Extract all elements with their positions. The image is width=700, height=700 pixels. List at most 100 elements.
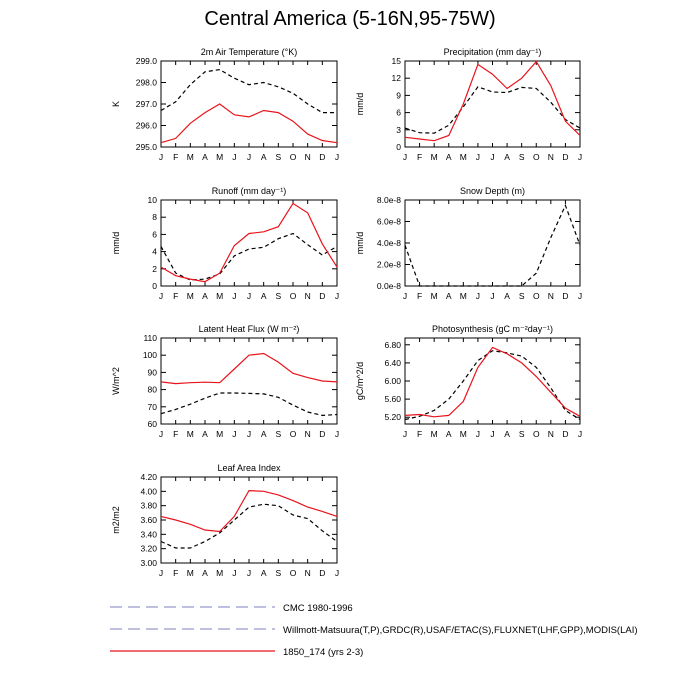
legend-label-2: Willmott-Matsuura(T,P),GRDC(R),USAF/ETAC… xyxy=(283,625,638,636)
x-tick-label: M xyxy=(216,568,223,578)
x-tick-label: D xyxy=(562,291,568,301)
obs-series-line xyxy=(160,503,338,549)
x-tick-label: N xyxy=(548,152,554,162)
x-tick-label: S xyxy=(275,291,281,301)
y-axis-label: m2/m2 xyxy=(111,506,121,534)
x-tick-label: O xyxy=(290,568,297,578)
obs-series-line xyxy=(160,232,338,281)
panel-title: 2m Air Temperature (°K) xyxy=(201,47,297,57)
plot-frame xyxy=(404,199,581,287)
plot-frame xyxy=(160,337,338,425)
x-tick-label: M xyxy=(216,429,223,439)
panel-title: Runoff (mm day⁻¹) xyxy=(212,186,287,196)
x-tick-label: N xyxy=(548,429,554,439)
x-tick-label: F xyxy=(417,152,422,162)
x-tick-label: A xyxy=(202,429,208,439)
y-tick-label: 3.00 xyxy=(140,558,157,568)
x-tick-label: S xyxy=(275,152,281,162)
x-tick-label: D xyxy=(562,429,568,439)
x-tick-label: S xyxy=(275,568,281,578)
x-tick-label: J xyxy=(476,291,480,301)
obs-series-line xyxy=(404,350,581,421)
plot-frame xyxy=(160,476,338,564)
x-tick-label: D xyxy=(562,152,568,162)
x-tick-label: S xyxy=(275,429,281,439)
x-tick-label: M xyxy=(187,429,194,439)
y-tick-label: 6.40 xyxy=(384,358,401,368)
panel-title: Latent Heat Flux (W m⁻²) xyxy=(199,324,300,334)
x-tick-label: A xyxy=(202,568,208,578)
x-tick-label: A xyxy=(446,152,452,162)
x-tick-label: F xyxy=(173,291,178,301)
y-tick-label: 12 xyxy=(392,73,402,83)
y-tick-label: 60 xyxy=(148,419,158,429)
obs-series-line xyxy=(160,392,338,417)
x-tick-label: N xyxy=(305,291,311,301)
y-tick-label: 6.80 xyxy=(384,340,401,350)
model-series-line xyxy=(404,60,581,142)
x-tick-label: J xyxy=(335,568,339,578)
legend: CMC 1980-1996 Willmott-Matsuura(T,P),GRDC… xyxy=(110,603,638,658)
panel-6: Photosynthesis (gC m⁻²day⁻¹) gC/m^2/d 5.20… xyxy=(355,324,582,439)
x-tick-label: A xyxy=(261,291,267,301)
y-tick-label: 4.20 xyxy=(140,472,157,482)
model-series-line xyxy=(160,202,338,283)
model-series-line xyxy=(160,489,338,533)
x-tick-label: N xyxy=(305,568,311,578)
x-tick-label: O xyxy=(290,429,297,439)
x-tick-label: F xyxy=(417,429,422,439)
x-tick-label: A xyxy=(504,291,510,301)
y-tick-label: 2.0e-8 xyxy=(377,260,401,270)
y-tick-label: 4.00 xyxy=(140,486,157,496)
y-tick-label: 3.80 xyxy=(140,501,157,511)
y-tick-label: 298.0 xyxy=(136,78,158,88)
x-tick-label: M xyxy=(460,429,467,439)
y-tick-label: 0.0e-8 xyxy=(377,281,401,291)
x-tick-label: J xyxy=(490,152,494,162)
x-tick-label: A xyxy=(504,429,510,439)
x-tick-label: J xyxy=(335,291,339,301)
model-series-line xyxy=(160,352,338,385)
x-tick-label: J xyxy=(335,152,339,162)
x-tick-label: A xyxy=(504,152,510,162)
y-axis-label: mm/d xyxy=(355,93,365,116)
y-tick-label: 100 xyxy=(143,350,157,360)
x-tick-label: S xyxy=(519,152,525,162)
x-tick-label: O xyxy=(533,291,540,301)
y-tick-label: 5.60 xyxy=(384,394,401,404)
x-tick-label: J xyxy=(232,152,236,162)
panel-4: Snow Depth (m) mm/d 0.0e-8 2.0e-8 4.0e-8 6.0e… xyxy=(355,186,582,301)
y-tick-label: 110 xyxy=(143,333,157,343)
x-tick-label: A xyxy=(446,429,452,439)
y-tick-label: 0 xyxy=(152,281,157,291)
x-tick-label: M xyxy=(431,429,438,439)
y-tick-label: 297.0 xyxy=(136,99,158,109)
y-tick-label: 6 xyxy=(396,108,401,118)
y-tick-label: 4.0e-8 xyxy=(377,238,401,248)
x-tick-label: A xyxy=(261,429,267,439)
y-tick-label: 8 xyxy=(152,212,157,222)
x-tick-label: J xyxy=(247,568,251,578)
x-tick-label: M xyxy=(431,291,438,301)
x-tick-label: M xyxy=(216,152,223,162)
x-tick-label: F xyxy=(417,291,422,301)
x-tick-label: J xyxy=(403,291,407,301)
y-tick-label: 3.40 xyxy=(140,529,157,539)
x-tick-label: J xyxy=(247,291,251,301)
obs-series-line xyxy=(160,68,337,114)
y-tick-label: 6.00 xyxy=(384,376,401,386)
x-tick-label: F xyxy=(173,152,178,162)
x-tick-label: N xyxy=(305,152,311,162)
y-tick-label: 6 xyxy=(152,229,157,239)
x-tick-label: J xyxy=(232,291,236,301)
x-tick-label: O xyxy=(290,152,297,162)
y-tick-label: 80 xyxy=(148,385,158,395)
x-tick-label: J xyxy=(159,568,163,578)
x-tick-label: J xyxy=(335,429,339,439)
x-tick-label: D xyxy=(319,568,325,578)
x-tick-label: J xyxy=(476,429,480,439)
y-tick-label: 9 xyxy=(396,90,401,100)
y-axis-label: W/m^2 xyxy=(111,367,121,395)
